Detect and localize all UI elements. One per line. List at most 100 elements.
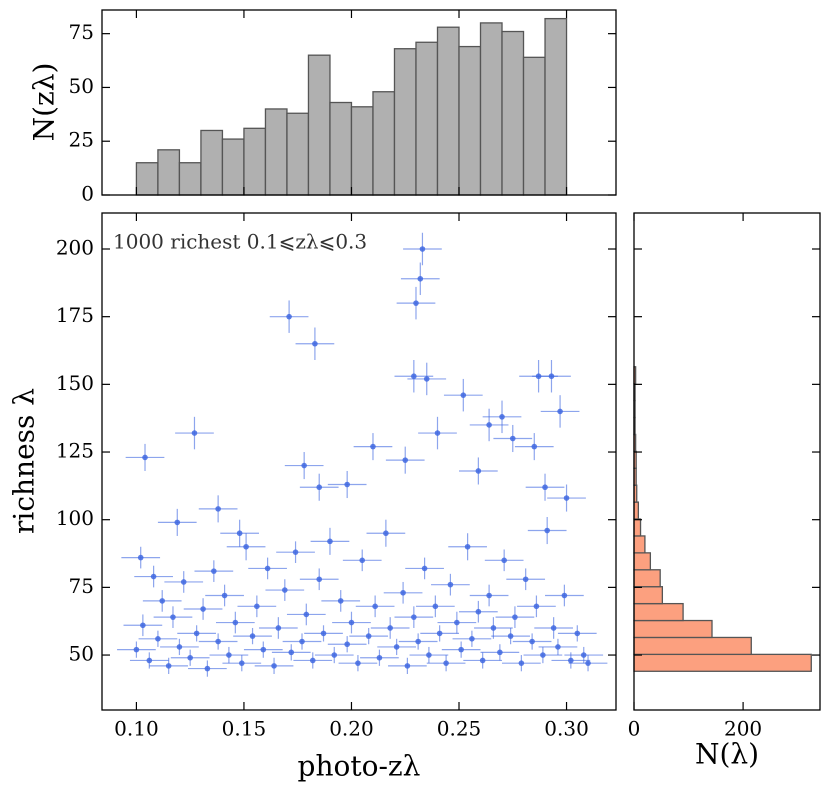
point	[125, 443, 165, 471]
point	[321, 590, 361, 612]
point	[149, 657, 189, 674]
marker	[464, 543, 471, 550]
marker	[264, 565, 271, 572]
marker	[140, 622, 146, 629]
point	[512, 633, 552, 650]
marker	[550, 625, 557, 631]
bar	[436, 26, 460, 196]
marker	[359, 557, 366, 564]
x-tick-label: 0.20	[329, 717, 374, 741]
y-tick-label: 100	[56, 506, 94, 530]
point	[293, 652, 333, 669]
point	[314, 646, 354, 664]
marker	[226, 652, 232, 658]
marker	[249, 633, 256, 639]
bar	[178, 162, 202, 196]
marker	[331, 652, 338, 658]
y-tick-label: 25	[69, 128, 94, 152]
bar	[633, 535, 646, 554]
bar	[633, 518, 642, 537]
point	[349, 627, 389, 645]
point	[448, 533, 487, 561]
marker	[413, 300, 419, 306]
point	[299, 473, 339, 501]
point	[222, 655, 262, 672]
marker	[365, 633, 372, 639]
point	[545, 584, 584, 607]
point	[420, 625, 460, 642]
marker	[387, 625, 393, 631]
marker	[320, 630, 327, 637]
marker	[155, 636, 161, 642]
point	[415, 595, 455, 618]
marker	[458, 646, 464, 653]
marker	[221, 592, 228, 599]
bar	[633, 569, 661, 588]
marker	[344, 641, 350, 648]
marker	[200, 606, 206, 612]
point	[463, 652, 503, 669]
point	[342, 549, 382, 572]
point	[441, 641, 481, 658]
point	[469, 408, 509, 442]
marker	[432, 603, 439, 610]
bar	[544, 17, 568, 196]
x-tick-label: 0.30	[544, 717, 589, 741]
point	[564, 646, 604, 664]
marker	[372, 603, 378, 610]
bar	[264, 108, 288, 196]
point	[385, 446, 425, 474]
marker	[436, 630, 443, 637]
point	[480, 644, 520, 661]
marker	[404, 663, 411, 669]
point	[282, 633, 322, 650]
marker	[286, 313, 292, 320]
bar	[633, 552, 652, 571]
point	[527, 516, 567, 545]
point	[269, 300, 309, 333]
point	[265, 579, 305, 601]
point	[170, 649, 210, 666]
point	[514, 433, 554, 461]
point	[355, 595, 395, 618]
marker	[518, 660, 525, 666]
point	[205, 584, 244, 607]
marker	[469, 636, 475, 642]
point	[157, 508, 197, 536]
y-axis-label: N(zλ)	[28, 63, 61, 142]
marker	[415, 638, 421, 645]
point	[396, 286, 436, 320]
marker	[454, 619, 460, 626]
marker	[499, 414, 505, 420]
point	[243, 641, 283, 658]
point	[153, 606, 193, 628]
point	[160, 638, 199, 656]
point	[304, 625, 343, 642]
marker	[176, 644, 183, 650]
marker	[211, 568, 217, 574]
bar	[329, 101, 353, 196]
marker	[421, 565, 428, 572]
point	[233, 627, 272, 645]
point	[409, 646, 449, 664]
marker	[561, 592, 568, 599]
bar	[522, 56, 546, 196]
point	[493, 424, 533, 453]
point	[134, 565, 173, 588]
point	[138, 630, 178, 647]
marker	[423, 376, 430, 382]
y-tick-label: 50	[69, 74, 94, 98]
marker	[443, 660, 449, 666]
bar	[157, 149, 181, 196]
marker	[187, 654, 193, 661]
y-tick-label: 0	[81, 182, 94, 206]
point	[383, 581, 423, 604]
point	[532, 359, 571, 393]
marker	[275, 625, 282, 631]
point	[400, 262, 440, 296]
point	[175, 416, 214, 450]
marker	[522, 576, 529, 583]
marker	[191, 430, 198, 436]
x-tick-label: 0.25	[437, 717, 482, 741]
